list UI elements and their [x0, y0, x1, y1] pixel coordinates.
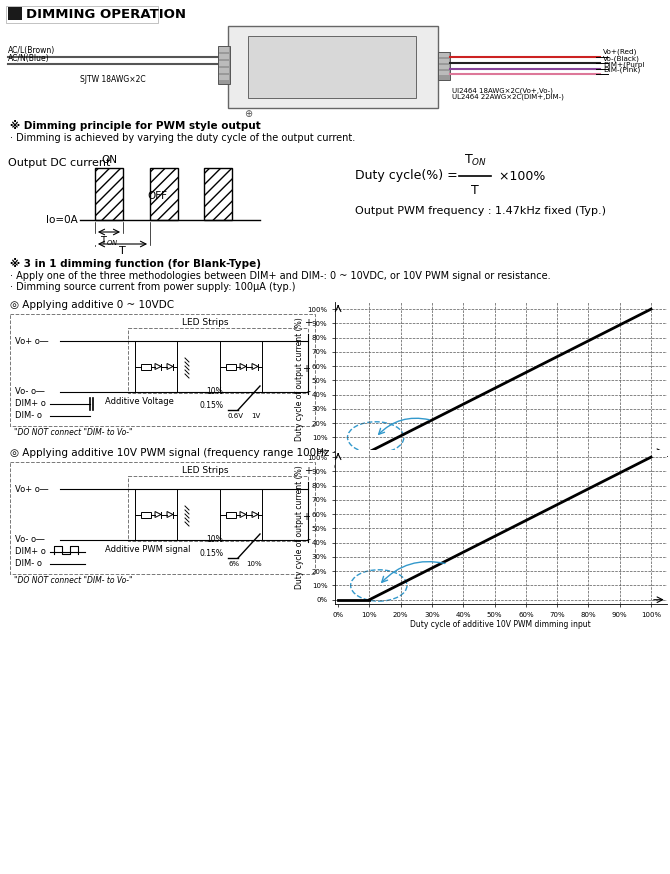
- Bar: [439, 65, 449, 69]
- X-axis label: Duty cycle of additive 10V PWM dimming input: Duty cycle of additive 10V PWM dimming i…: [411, 621, 591, 629]
- Text: 1V: 1V: [251, 413, 261, 419]
- Text: 0.6V: 0.6V: [228, 413, 244, 419]
- Polygon shape: [167, 511, 173, 517]
- Text: T$_{ON}$: T$_{ON}$: [464, 153, 486, 168]
- Text: LED Strips: LED Strips: [182, 318, 228, 327]
- Bar: [439, 53, 449, 57]
- Text: Vo- o―: Vo- o―: [15, 387, 44, 397]
- Text: DIM- o: DIM- o: [15, 559, 42, 568]
- Bar: [219, 61, 229, 66]
- Text: T: T: [471, 184, 479, 197]
- Text: 10%: 10%: [246, 561, 262, 567]
- Text: +: +: [302, 512, 310, 522]
- Text: · Apply one of the three methodologies between DIM+ and DIM-: 0 ~ 10VDC, or 10V : · Apply one of the three methodologies b…: [10, 271, 551, 281]
- Text: 0.15%: 0.15%: [199, 401, 223, 410]
- Bar: [438, 52, 450, 80]
- Text: +: +: [304, 466, 312, 476]
- Polygon shape: [252, 511, 258, 517]
- Text: Additive PWM signal: Additive PWM signal: [105, 545, 190, 554]
- Bar: [128, 328, 308, 393]
- Text: Additive Voltage: Additive Voltage: [105, 398, 174, 406]
- Polygon shape: [240, 364, 246, 370]
- Text: UI2464 18AWG×2C(Vo+,Vo-): UI2464 18AWG×2C(Vo+,Vo-): [452, 87, 553, 94]
- Text: 6%: 6%: [228, 561, 240, 567]
- Text: ※ 3 in 1 dimming function (for Blank-Type): ※ 3 in 1 dimming function (for Blank-Typ…: [10, 258, 261, 269]
- Bar: [228, 26, 438, 108]
- Y-axis label: Duty cycle of output current (%): Duty cycle of output current (%): [295, 465, 304, 589]
- Text: UL2464 22AWG×2C(DIM+,DIM-): UL2464 22AWG×2C(DIM+,DIM-): [452, 94, 564, 101]
- Bar: [439, 59, 449, 63]
- Bar: [219, 54, 229, 59]
- Text: Output PWM frequency : 1.47kHz fixed (Typ.): Output PWM frequency : 1.47kHz fixed (Ty…: [355, 206, 606, 216]
- Text: "DO NOT connect "DIM- to Vo-": "DO NOT connect "DIM- to Vo-": [14, 428, 133, 437]
- Polygon shape: [240, 511, 246, 517]
- Text: 10%: 10%: [206, 535, 223, 544]
- Text: Vo-(Black): Vo-(Black): [603, 56, 640, 62]
- Bar: [226, 511, 236, 517]
- Text: +: +: [302, 364, 310, 374]
- Bar: [141, 364, 151, 370]
- Text: ×100%: ×100%: [495, 170, 545, 183]
- Text: AC/L(Brown): AC/L(Brown): [8, 46, 55, 55]
- Bar: [8, 7, 22, 20]
- Text: T$_{ON}$: T$_{ON}$: [100, 234, 118, 248]
- Text: LED Strips: LED Strips: [182, 466, 228, 475]
- X-axis label: Dimming input: Additive voltage: Dimming input: Additive voltage: [438, 473, 563, 482]
- Text: · Dimming source current from power supply: 100μA (typ.): · Dimming source current from power supp…: [10, 282, 295, 292]
- Text: +: +: [304, 318, 312, 328]
- Text: ※ Dimming principle for PWM style output: ※ Dimming principle for PWM style output: [10, 120, 261, 131]
- Bar: [218, 46, 230, 84]
- Text: Vo+ o―: Vo+ o―: [15, 484, 48, 494]
- Bar: [219, 75, 229, 80]
- Text: Vo+ o―: Vo+ o―: [15, 336, 48, 345]
- Text: DIM+ o: DIM+ o: [15, 399, 46, 408]
- Text: ⊕: ⊕: [244, 109, 252, 119]
- Polygon shape: [155, 511, 161, 517]
- Text: 10%: 10%: [206, 387, 223, 396]
- Bar: [141, 511, 151, 517]
- Text: DIMMING OPERATION: DIMMING OPERATION: [26, 8, 186, 21]
- Polygon shape: [167, 364, 173, 370]
- Text: DIM+(Purpl: DIM+(Purpl: [603, 61, 645, 68]
- Text: ◎ Applying additive 10V PWM signal (frequency range 100Hz ~ 3KHz):: ◎ Applying additive 10V PWM signal (freq…: [10, 448, 379, 458]
- Bar: [128, 476, 308, 541]
- Text: 0.15%: 0.15%: [199, 549, 223, 558]
- Text: Io=0A: Io=0A: [46, 215, 78, 225]
- Bar: [248, 36, 416, 98]
- Text: DIM+ o: DIM+ o: [15, 547, 46, 557]
- Text: · Dimming is achieved by varying the duty cycle of the output current.: · Dimming is achieved by varying the dut…: [10, 133, 355, 143]
- Text: "DO NOT connect "DIM- to Vo-": "DO NOT connect "DIM- to Vo-": [14, 576, 133, 585]
- Polygon shape: [155, 364, 161, 370]
- Text: -: -: [306, 386, 310, 396]
- Bar: [204, 168, 232, 220]
- Text: T: T: [119, 246, 126, 256]
- Bar: [226, 364, 236, 370]
- Text: AC/N(Blue): AC/N(Blue): [8, 54, 50, 63]
- Bar: [219, 68, 229, 73]
- Text: Vo+(Red): Vo+(Red): [603, 48, 637, 55]
- Text: SJTW 18AWG×2C: SJTW 18AWG×2C: [80, 75, 146, 84]
- Bar: [10, 462, 315, 574]
- Text: ON: ON: [101, 155, 117, 165]
- Text: DIM- o: DIM- o: [15, 412, 42, 420]
- Bar: [6, 6, 158, 23]
- Y-axis label: Duty cycle of output current (%): Duty cycle of output current (%): [295, 317, 304, 440]
- Bar: [439, 71, 449, 75]
- Text: OFF: OFF: [147, 191, 167, 201]
- Polygon shape: [252, 364, 258, 370]
- Text: Output DC current: Output DC current: [8, 158, 111, 168]
- Text: -: -: [306, 534, 310, 544]
- Bar: [95, 168, 123, 220]
- Bar: [150, 168, 178, 220]
- Text: Duty cycle(%) =: Duty cycle(%) =: [355, 170, 462, 183]
- Text: ◎ Applying additive 0 ~ 10VDC: ◎ Applying additive 0 ~ 10VDC: [10, 300, 174, 310]
- Bar: [219, 47, 229, 52]
- Text: DIM-(Pink): DIM-(Pink): [603, 66, 641, 73]
- Text: Vo- o―: Vo- o―: [15, 536, 44, 545]
- Bar: [10, 314, 315, 426]
